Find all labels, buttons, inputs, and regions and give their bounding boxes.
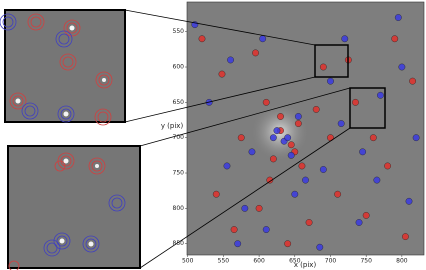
point bbox=[287, 141, 295, 149]
y-tick-label: 550 bbox=[173, 28, 185, 35]
point bbox=[405, 197, 413, 205]
point bbox=[218, 70, 226, 78]
point bbox=[319, 63, 327, 71]
point bbox=[377, 91, 384, 99]
point bbox=[359, 148, 367, 156]
point bbox=[266, 176, 274, 184]
y-tick-label: 700 bbox=[173, 134, 185, 141]
point bbox=[369, 134, 377, 142]
point bbox=[391, 35, 399, 43]
point bbox=[298, 162, 306, 170]
point bbox=[262, 226, 270, 233]
point bbox=[273, 127, 281, 135]
x-tick-label: 500 bbox=[182, 258, 194, 265]
inset bbox=[7, 145, 141, 270]
point bbox=[252, 49, 259, 57]
point bbox=[198, 35, 206, 43]
plot-frame bbox=[186, 1, 425, 256]
y-axis-label: y (pix) bbox=[161, 122, 184, 130]
point bbox=[234, 240, 242, 248]
point bbox=[327, 77, 334, 85]
x-axis-label: x (pix) bbox=[294, 261, 317, 269]
x-tick-label: 650 bbox=[289, 258, 301, 265]
point bbox=[262, 98, 270, 106]
y-tick-label: 750 bbox=[173, 170, 185, 177]
x-tick-label: 550 bbox=[218, 258, 230, 265]
point bbox=[302, 176, 309, 184]
point bbox=[230, 226, 238, 233]
point bbox=[409, 77, 416, 85]
y-tick-label: 800 bbox=[173, 205, 185, 212]
y-tick-label: 600 bbox=[173, 64, 185, 71]
point bbox=[384, 162, 391, 170]
point bbox=[294, 120, 302, 127]
point bbox=[212, 190, 220, 198]
point bbox=[269, 134, 277, 142]
scatter-layer bbox=[191, 14, 420, 251]
point bbox=[337, 120, 345, 127]
point bbox=[284, 240, 292, 248]
point bbox=[319, 166, 327, 173]
point bbox=[362, 212, 370, 219]
point bbox=[255, 204, 263, 212]
point bbox=[352, 98, 359, 106]
x-tick-label: 800 bbox=[396, 258, 408, 265]
connector-lines bbox=[124, 9, 351, 269]
point bbox=[316, 243, 324, 251]
x-tick-label: 750 bbox=[360, 258, 372, 265]
point bbox=[398, 63, 406, 71]
point bbox=[223, 162, 231, 170]
point bbox=[394, 14, 402, 21]
point bbox=[269, 155, 277, 163]
point bbox=[341, 35, 349, 43]
y-tick-label: 850 bbox=[173, 240, 185, 247]
point bbox=[284, 134, 292, 142]
point bbox=[355, 219, 363, 226]
point bbox=[334, 190, 342, 198]
point bbox=[259, 35, 267, 43]
point bbox=[291, 190, 299, 198]
point bbox=[312, 106, 320, 113]
point bbox=[241, 204, 249, 212]
point bbox=[305, 219, 313, 226]
point bbox=[248, 148, 256, 156]
x-tick-label: 700 bbox=[325, 258, 337, 265]
inset bbox=[0, 9, 126, 126]
zoom-box bbox=[349, 87, 386, 129]
zoom-box bbox=[314, 44, 349, 78]
point bbox=[402, 233, 409, 241]
point bbox=[412, 134, 420, 142]
x-tick-label: 600 bbox=[253, 258, 265, 265]
point bbox=[287, 151, 295, 159]
point bbox=[227, 56, 234, 64]
point bbox=[277, 113, 284, 120]
point bbox=[373, 176, 381, 184]
point bbox=[237, 134, 245, 142]
point bbox=[294, 113, 302, 120]
y-tick-label: 650 bbox=[173, 99, 185, 106]
